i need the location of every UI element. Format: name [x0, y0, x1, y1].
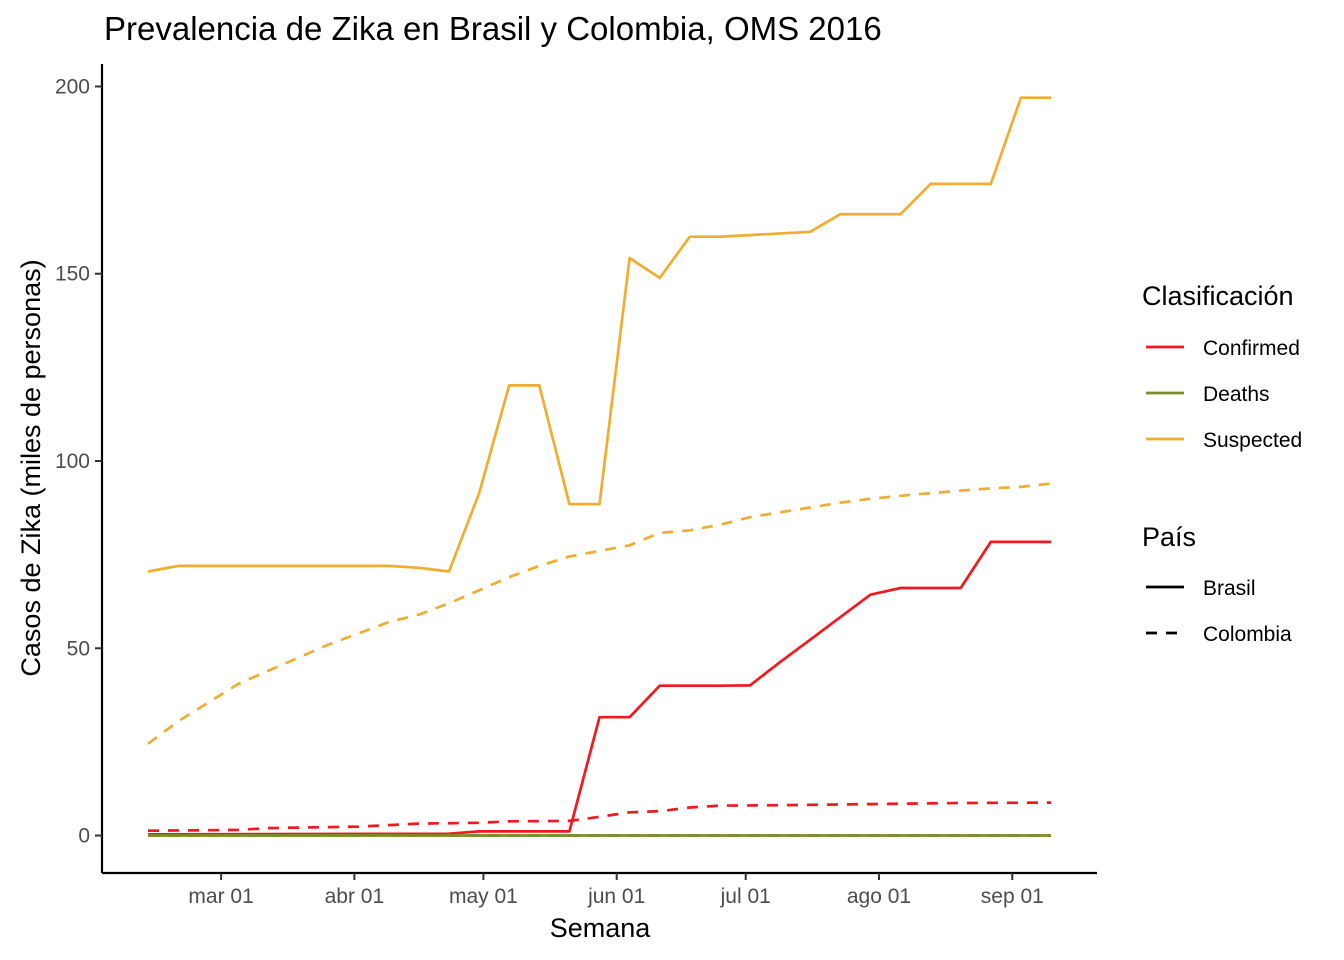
x-tick-label: mar 01 — [188, 885, 253, 908]
x-axis-ticks: mar 01 abr 01 may 01 jun 01 jul 01 ago 01 sep … — [188, 873, 1044, 908]
y-tick-label: 150 — [55, 263, 90, 286]
x-tick-label: jun 01 — [587, 885, 645, 908]
y-axis-ticks: 0 50 100 150 200 — [55, 75, 102, 848]
x-tick-label: may 01 — [449, 885, 518, 908]
legend: Clasificación Confirmed Deaths Suspected P… — [1142, 281, 1302, 646]
series-line-suspected-brasil — [147, 96, 1051, 573]
legend-color-title: Clasificación — [1142, 281, 1294, 311]
y-tick-label: 100 — [55, 450, 90, 473]
legend-label-colombia: Colombia — [1203, 623, 1292, 646]
y-axis-title: Casos de Zika (miles de personas) — [16, 259, 46, 676]
legend-label-confirmed: Confirmed — [1203, 337, 1300, 360]
legend-label-deaths: Deaths — [1203, 383, 1270, 406]
series-line-confirmed-brasil — [147, 540, 1051, 836]
legend-linetype-items: Brasil Colombia — [1146, 577, 1292, 646]
plot-lines — [147, 96, 1052, 837]
legend-color-items: Confirmed Deaths Suspected — [1146, 337, 1302, 452]
legend-label-suspected: Suspected — [1203, 429, 1302, 452]
chart-title: Prevalencia de Zika en Brasil y Colombia… — [104, 10, 882, 47]
series-line-suspected-colombia — [147, 482, 1052, 745]
x-tick-label: jul 01 — [720, 885, 771, 908]
y-tick-label: 200 — [55, 75, 90, 98]
x-tick-label: ago 01 — [847, 885, 911, 908]
x-tick-label: sep 01 — [981, 885, 1044, 908]
legend-linetype-title: País — [1142, 522, 1196, 552]
y-tick-label: 0 — [78, 825, 90, 848]
x-axis-title: Semana — [550, 913, 652, 943]
y-tick-label: 50 — [67, 637, 90, 660]
x-tick-label: abr 01 — [325, 885, 385, 908]
series-line-confirmed-colombia — [147, 801, 1052, 833]
legend-label-brasil: Brasil — [1203, 577, 1256, 600]
